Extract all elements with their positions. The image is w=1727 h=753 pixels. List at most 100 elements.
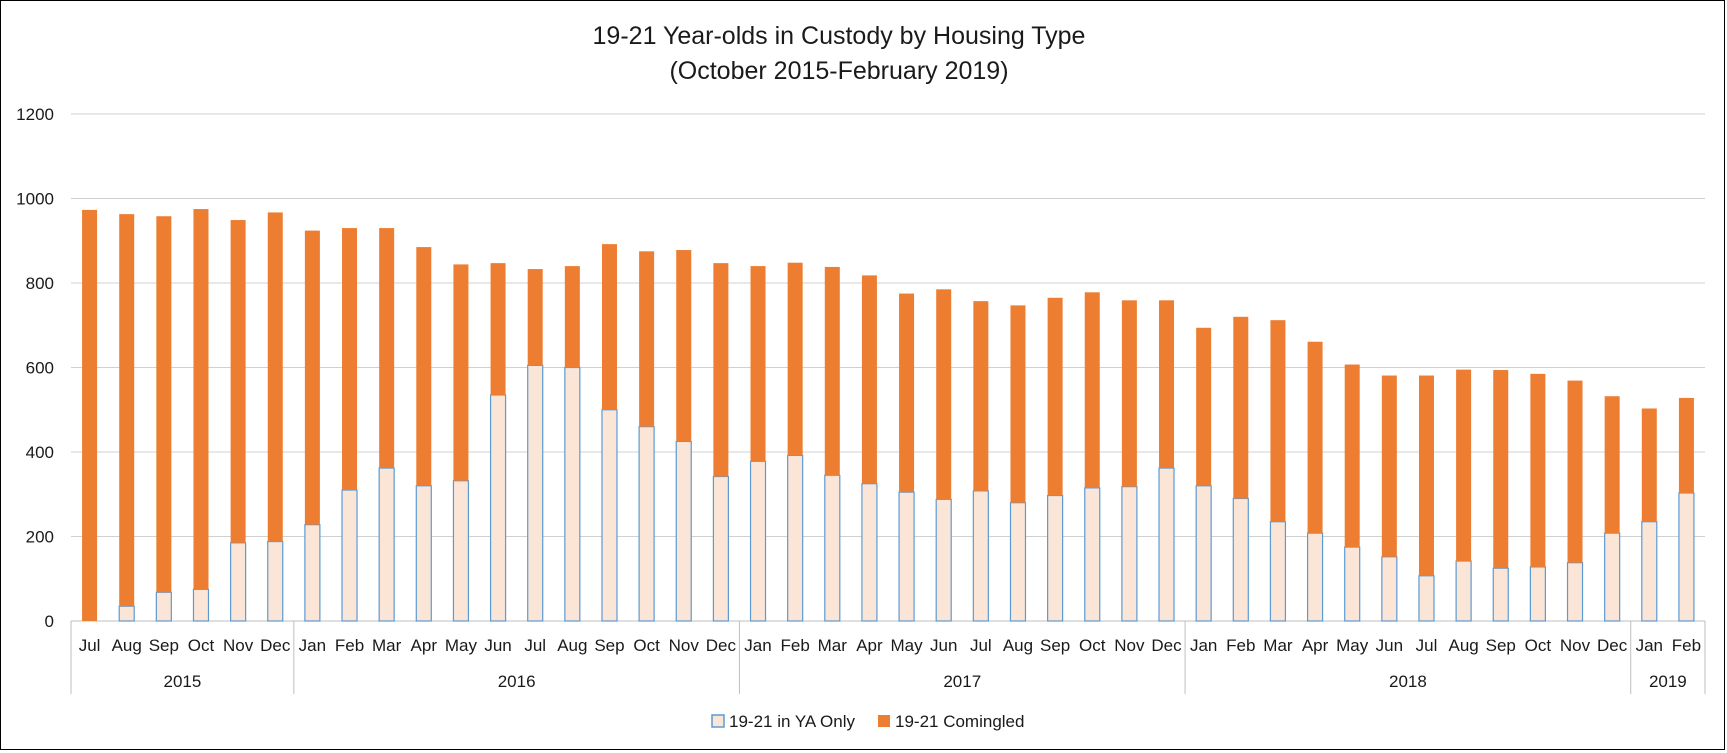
x-tick-label: May bbox=[445, 636, 478, 655]
x-tick-label: Nov bbox=[1114, 636, 1145, 655]
bar-comingled bbox=[1530, 373, 1546, 567]
bar-comingled bbox=[676, 250, 692, 442]
bar-ya-only bbox=[118, 605, 135, 622]
bar-ya-only bbox=[1121, 486, 1138, 622]
bar-ya-only bbox=[1306, 532, 1324, 622]
legend-label-ya-only: 19-21 in YA Only bbox=[729, 712, 856, 731]
legend-swatch-comingled bbox=[878, 715, 890, 727]
y-tick-label: 400 bbox=[26, 443, 54, 462]
x-tick-label: Oct bbox=[1525, 636, 1552, 655]
x-tick-label: Jan bbox=[1636, 636, 1663, 655]
bar-ya-only bbox=[675, 440, 692, 622]
bar-comingled bbox=[379, 228, 395, 469]
x-tick-label: Oct bbox=[633, 636, 660, 655]
bar-ya-only bbox=[527, 364, 544, 622]
x-tick-label: Jun bbox=[1376, 636, 1403, 655]
x-tick-label: Jun bbox=[484, 636, 511, 655]
y-tick-label: 200 bbox=[26, 528, 54, 547]
bar-comingled bbox=[1270, 320, 1286, 522]
bar-comingled bbox=[1010, 305, 1026, 503]
bar-ya-only bbox=[1269, 521, 1287, 622]
chart-title: 19-21 Year-olds in Custody by Housing Ty… bbox=[593, 22, 1086, 50]
bar-comingled bbox=[342, 228, 358, 491]
bar-ya-only bbox=[824, 474, 841, 622]
bar-comingled bbox=[1381, 375, 1397, 557]
x-tick-label: Jul bbox=[1416, 636, 1438, 655]
x-tick-label: Dec bbox=[1151, 636, 1182, 655]
x-tick-label: May bbox=[891, 636, 924, 655]
bar-comingled bbox=[1493, 370, 1509, 569]
bar-comingled bbox=[82, 209, 98, 621]
bar-ya-only bbox=[415, 485, 432, 622]
bar-comingled bbox=[1084, 292, 1100, 488]
bar-ya-only bbox=[1344, 546, 1361, 622]
x-tick-label: Feb bbox=[335, 636, 364, 655]
bar-ya-only bbox=[972, 490, 989, 622]
bar-ya-only bbox=[230, 542, 247, 622]
bar-comingled bbox=[936, 289, 952, 500]
bar-ya-only bbox=[489, 394, 507, 622]
x-year-label: 2018 bbox=[1389, 672, 1427, 691]
bar-comingled bbox=[230, 220, 246, 543]
bar-comingled bbox=[1418, 375, 1434, 576]
bar-comingled bbox=[304, 230, 320, 525]
bar-ya-only bbox=[1641, 521, 1658, 622]
x-tick-label: Aug bbox=[557, 636, 587, 655]
bar-ya-only bbox=[1009, 502, 1027, 622]
bar-ya-only bbox=[1492, 567, 1509, 622]
x-tick-label: Jan bbox=[299, 636, 326, 655]
bar-ya-only bbox=[749, 460, 767, 622]
bar-ya-only bbox=[341, 489, 358, 622]
bar-comingled bbox=[750, 266, 766, 462]
bar-ya-only bbox=[935, 498, 952, 622]
bar-comingled bbox=[156, 216, 172, 593]
x-tick-label: Aug bbox=[1448, 636, 1478, 655]
bar-ya-only bbox=[601, 409, 618, 622]
bar-comingled bbox=[787, 262, 803, 456]
bar-comingled bbox=[639, 251, 655, 427]
bar-comingled bbox=[1567, 380, 1583, 563]
bar-ya-only bbox=[1678, 492, 1695, 622]
bar-comingled bbox=[1196, 327, 1212, 486]
bar-comingled bbox=[267, 212, 283, 542]
x-tick-label: Aug bbox=[112, 636, 142, 655]
x-tick-label: May bbox=[1336, 636, 1369, 655]
x-year-label: 2016 bbox=[498, 672, 536, 691]
x-tick-label: Jul bbox=[79, 636, 101, 655]
x-tick-label: Apr bbox=[1302, 636, 1329, 655]
x-year-label: 2017 bbox=[943, 672, 981, 691]
x-tick-label: Feb bbox=[781, 636, 810, 655]
bar-ya-only bbox=[452, 480, 470, 622]
x-tick-label: Sep bbox=[1486, 636, 1516, 655]
x-tick-label: Oct bbox=[1079, 636, 1106, 655]
x-tick-label: Nov bbox=[223, 636, 254, 655]
y-axis: 0 200 400 600 800 1000 1200 bbox=[16, 105, 54, 631]
bar-comingled bbox=[1307, 341, 1323, 534]
chart-subtitle: (October 2015-February 2019) bbox=[669, 57, 1008, 85]
x-tick-label: Mar bbox=[372, 636, 402, 655]
bar-comingled bbox=[1456, 369, 1472, 562]
bar-comingled bbox=[899, 293, 915, 493]
x-tick-label: Mar bbox=[818, 636, 848, 655]
bar-ya-only bbox=[861, 483, 878, 622]
y-tick-label: 1200 bbox=[16, 105, 54, 124]
x-tick-label: Jul bbox=[524, 636, 546, 655]
x-tick-label: Sep bbox=[1040, 636, 1070, 655]
bar-ya-only bbox=[564, 366, 581, 622]
x-tick-label: Feb bbox=[1672, 636, 1701, 655]
x-tick-label: Feb bbox=[1226, 636, 1255, 655]
bar-comingled bbox=[119, 214, 135, 607]
legend: 19-21 in YA Only 19-21 Comingled bbox=[711, 712, 1024, 731]
x-year-label: 2015 bbox=[163, 672, 201, 691]
x-tick-label: Dec bbox=[1597, 636, 1628, 655]
bar-comingled bbox=[564, 266, 580, 368]
bar-comingled bbox=[1641, 408, 1657, 522]
bar-comingled bbox=[193, 209, 209, 590]
bar-comingled bbox=[1121, 300, 1137, 487]
bar-ya-only bbox=[304, 524, 321, 622]
bar-comingled bbox=[824, 266, 840, 476]
x-tick-label: Jun bbox=[930, 636, 957, 655]
bar-comingled bbox=[1604, 396, 1620, 534]
bars bbox=[82, 209, 1695, 622]
